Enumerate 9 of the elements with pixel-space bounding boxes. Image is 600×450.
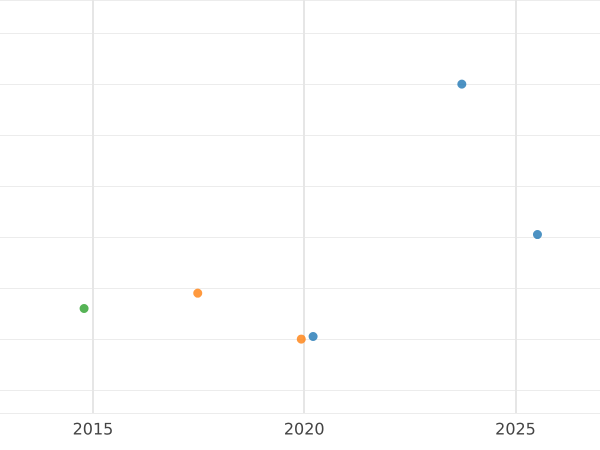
x-tick-label: 2020 — [284, 420, 325, 438]
x-tick-label: 2015 — [72, 420, 114, 438]
point — [193, 288, 202, 298]
x-tick-label: 2025 — [495, 420, 536, 438]
point — [296, 334, 306, 344]
point — [308, 332, 318, 342]
point — [457, 80, 466, 89]
point — [532, 230, 542, 240]
point — [80, 304, 89, 313]
